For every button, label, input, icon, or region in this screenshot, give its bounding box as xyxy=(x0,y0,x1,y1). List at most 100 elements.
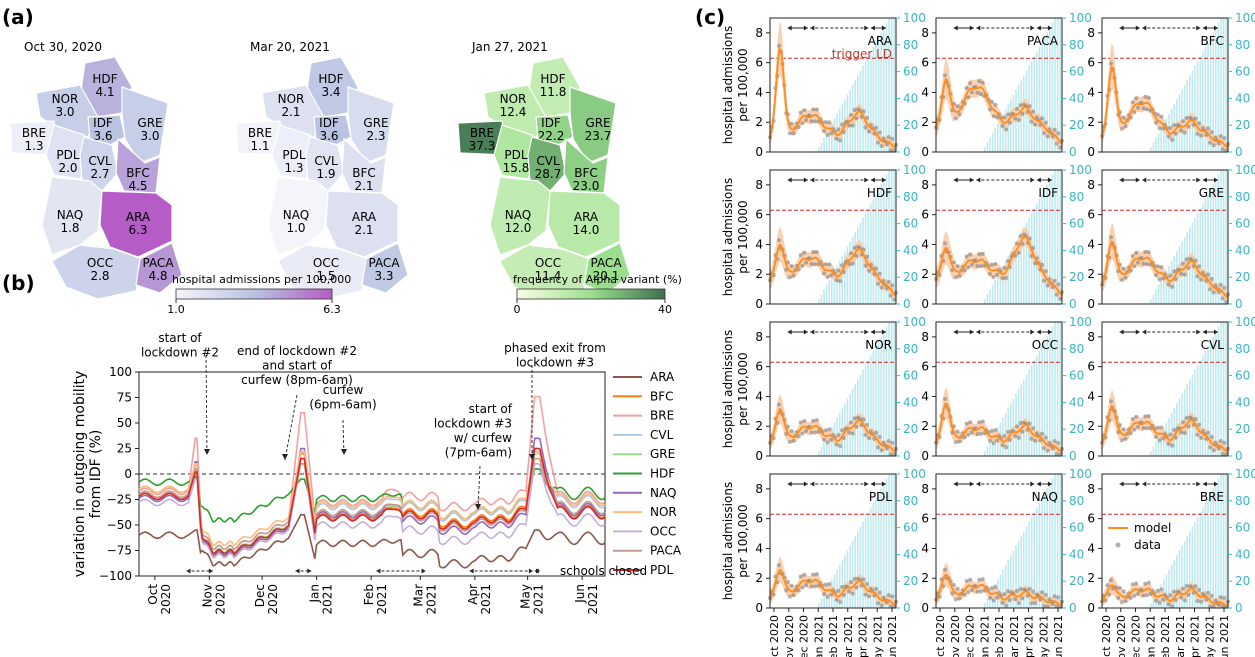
y-tick-right-label: 100 xyxy=(1235,315,1255,329)
colorbar-min-label: 1.0 xyxy=(167,303,185,316)
alpha-frequency-bar xyxy=(1220,18,1222,152)
alpha-frequency-bar xyxy=(883,483,885,608)
alpha-frequency-bar xyxy=(1025,526,1028,608)
data-point xyxy=(890,136,895,141)
data-point xyxy=(852,416,857,421)
data-point xyxy=(1134,250,1139,255)
region-value-label: 37.3 xyxy=(469,139,496,153)
data-point xyxy=(854,253,859,258)
data-point xyxy=(1118,423,1122,428)
y-tick-right-label: 0 xyxy=(903,145,911,159)
alpha-frequency-bar xyxy=(1043,493,1046,608)
region-occ xyxy=(277,244,369,300)
map-date-label: Jan 27, 2021 xyxy=(471,40,548,54)
alpha-frequency-bar xyxy=(870,507,872,608)
data-point xyxy=(995,595,1000,600)
y-tick-right-label: 20 xyxy=(903,574,918,588)
y-tick-right-label: 20 xyxy=(903,118,918,132)
x-tick-label: Feb 2021 xyxy=(1159,615,1172,657)
data-point xyxy=(827,427,832,432)
region-value-label: 15.8 xyxy=(503,161,530,175)
model-confidence-band xyxy=(770,227,896,301)
data-point xyxy=(1217,602,1221,607)
data-point xyxy=(1051,446,1055,451)
arrow-head xyxy=(1142,329,1147,335)
data-point xyxy=(1119,438,1124,443)
data-point xyxy=(849,580,853,585)
data-point xyxy=(1166,134,1171,139)
alpha-frequency-bar xyxy=(875,193,877,304)
data-point xyxy=(1172,589,1176,594)
alpha-frequency-bar xyxy=(1157,436,1160,456)
data-point xyxy=(1211,290,1216,295)
y-tick-right-label: 0 xyxy=(903,601,911,615)
data-point xyxy=(1184,115,1189,120)
data-point xyxy=(849,112,853,117)
data-point xyxy=(1052,594,1057,599)
arrow-head xyxy=(787,25,792,31)
colorbar-title: hospital admissions per 100,000 xyxy=(172,273,351,286)
alpha-frequency-bar xyxy=(1036,51,1038,152)
x-tick-label: Apr 2021 xyxy=(857,615,870,657)
data-point xyxy=(840,263,844,268)
alpha-frequency-bar xyxy=(997,123,999,152)
data-point xyxy=(861,247,866,252)
legend-label: OCC xyxy=(650,524,676,538)
data-point xyxy=(993,427,998,432)
legend-label: BFC xyxy=(650,389,674,403)
data-point xyxy=(1015,424,1019,429)
y-tick-right-label: 60 xyxy=(903,369,918,383)
data-point xyxy=(822,591,826,596)
data-point xyxy=(966,590,971,595)
data-point xyxy=(1058,296,1063,301)
data-point xyxy=(1128,431,1133,436)
alpha-frequency-bar xyxy=(1007,104,1009,152)
alpha-frequency-bar xyxy=(1054,322,1056,456)
annotation-text: curfew xyxy=(323,383,364,397)
alpha-frequency-bar xyxy=(999,270,1002,304)
alpha-frequency-bar xyxy=(818,299,820,304)
data-point xyxy=(791,131,796,136)
data-point xyxy=(1132,427,1137,432)
alpha-frequency-bar xyxy=(872,46,875,152)
arrow-head xyxy=(870,329,875,335)
data-point xyxy=(863,263,868,268)
data-point xyxy=(1208,287,1212,292)
plot-frame xyxy=(1101,169,1229,305)
data-point xyxy=(811,250,816,255)
alpha-frequency-bar xyxy=(870,203,872,304)
alpha-frequency-bar xyxy=(820,446,823,456)
data-point xyxy=(1172,123,1176,128)
data-point xyxy=(1016,601,1021,606)
alpha-frequency-bar xyxy=(818,451,820,456)
y-tick-label: 8 xyxy=(1087,330,1095,344)
alpha-frequency-bar xyxy=(1007,560,1009,608)
alpha-frequency-bar xyxy=(1165,574,1168,608)
legend-label: NOR xyxy=(650,505,677,519)
data-point xyxy=(955,104,960,109)
alpha-frequency-bar xyxy=(1222,474,1225,608)
region-code-label: NOR xyxy=(500,92,527,106)
data-point xyxy=(1103,598,1108,603)
x-tick-label: Mar xyxy=(411,584,425,607)
arrow-head xyxy=(787,177,792,183)
region-code-label: IDF xyxy=(541,116,561,130)
y-tick-right-label: 100 xyxy=(1235,163,1255,177)
data-point xyxy=(979,589,983,594)
region-value-label: 23.7 xyxy=(585,129,612,143)
alpha-frequency-bar xyxy=(1225,18,1227,152)
alpha-frequency-bar xyxy=(1051,174,1054,304)
data-point xyxy=(796,588,801,593)
data-point xyxy=(886,593,891,598)
data-point xyxy=(1000,443,1005,448)
data-point xyxy=(804,429,808,434)
model-confidence-band xyxy=(1102,223,1228,303)
data-point xyxy=(1015,588,1019,593)
data-point xyxy=(1154,598,1158,603)
y-tick-label: 0 xyxy=(921,145,929,159)
data-point xyxy=(834,136,839,141)
alpha-frequency-bar xyxy=(1165,270,1168,304)
y-tick-right-label: 20 xyxy=(1069,118,1084,132)
data-point xyxy=(988,272,992,277)
